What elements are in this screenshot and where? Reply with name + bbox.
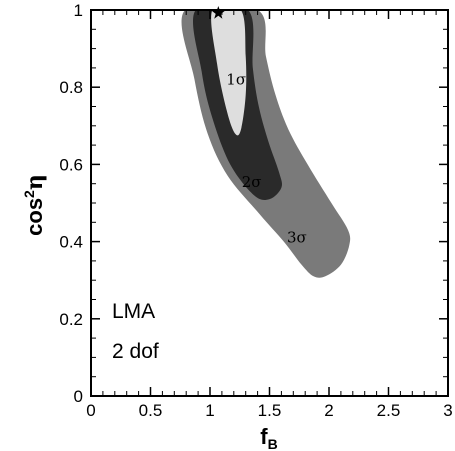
confidence-regions [181, 10, 351, 278]
x-tick-labels: 0 0.5 1 1.5 2 2.5 3 [86, 401, 452, 420]
x-axis-title-main: f [260, 424, 268, 449]
x-axis-title-subscript: B [268, 436, 278, 451]
region-label-3: 1σ [226, 70, 246, 88]
x-tick-label: 1 [205, 401, 214, 420]
annotation-dof: 2 dof [112, 340, 159, 363]
x-tick-label: 1.5 [258, 401, 282, 420]
y-axis-title-main: cos [22, 198, 47, 236]
best-fit-star [211, 6, 225, 19]
x-axis-title: fB [260, 424, 277, 451]
axis-ticks [90, 9, 449, 397]
annotation-lma: LMA [112, 300, 155, 323]
x-tick-label: 2.5 [377, 401, 401, 420]
y-tick-label: 0.6 [59, 155, 83, 174]
x-tick-label: 0 [86, 401, 95, 420]
region-label-1: 3σ [287, 229, 307, 247]
x-tick-label: 2 [324, 401, 333, 420]
y-tick-labels: 0 0.2 0.4 0.6 0.8 1 [59, 1, 83, 406]
y-axis-title-greek: η [22, 174, 48, 190]
y-tick-label: 1 [74, 1, 83, 20]
region-label-2: 2σ [242, 173, 262, 191]
y-tick-label: 0.4 [59, 233, 83, 252]
y-tick-label: 0.2 [59, 310, 83, 329]
region-3 [211, 10, 247, 136]
y-axis-title-superscript: 2 [21, 190, 37, 198]
y-axis-title: cos2η [21, 174, 48, 236]
x-tick-label: 3 [443, 401, 452, 420]
region-labels: 3σ 2σ 1σ [226, 70, 306, 246]
best-fit-layer [211, 6, 225, 19]
y-tick-label: 0 [74, 387, 83, 406]
x-tick-label: 0.5 [139, 401, 163, 420]
y-tick-label: 0.8 [59, 78, 83, 97]
